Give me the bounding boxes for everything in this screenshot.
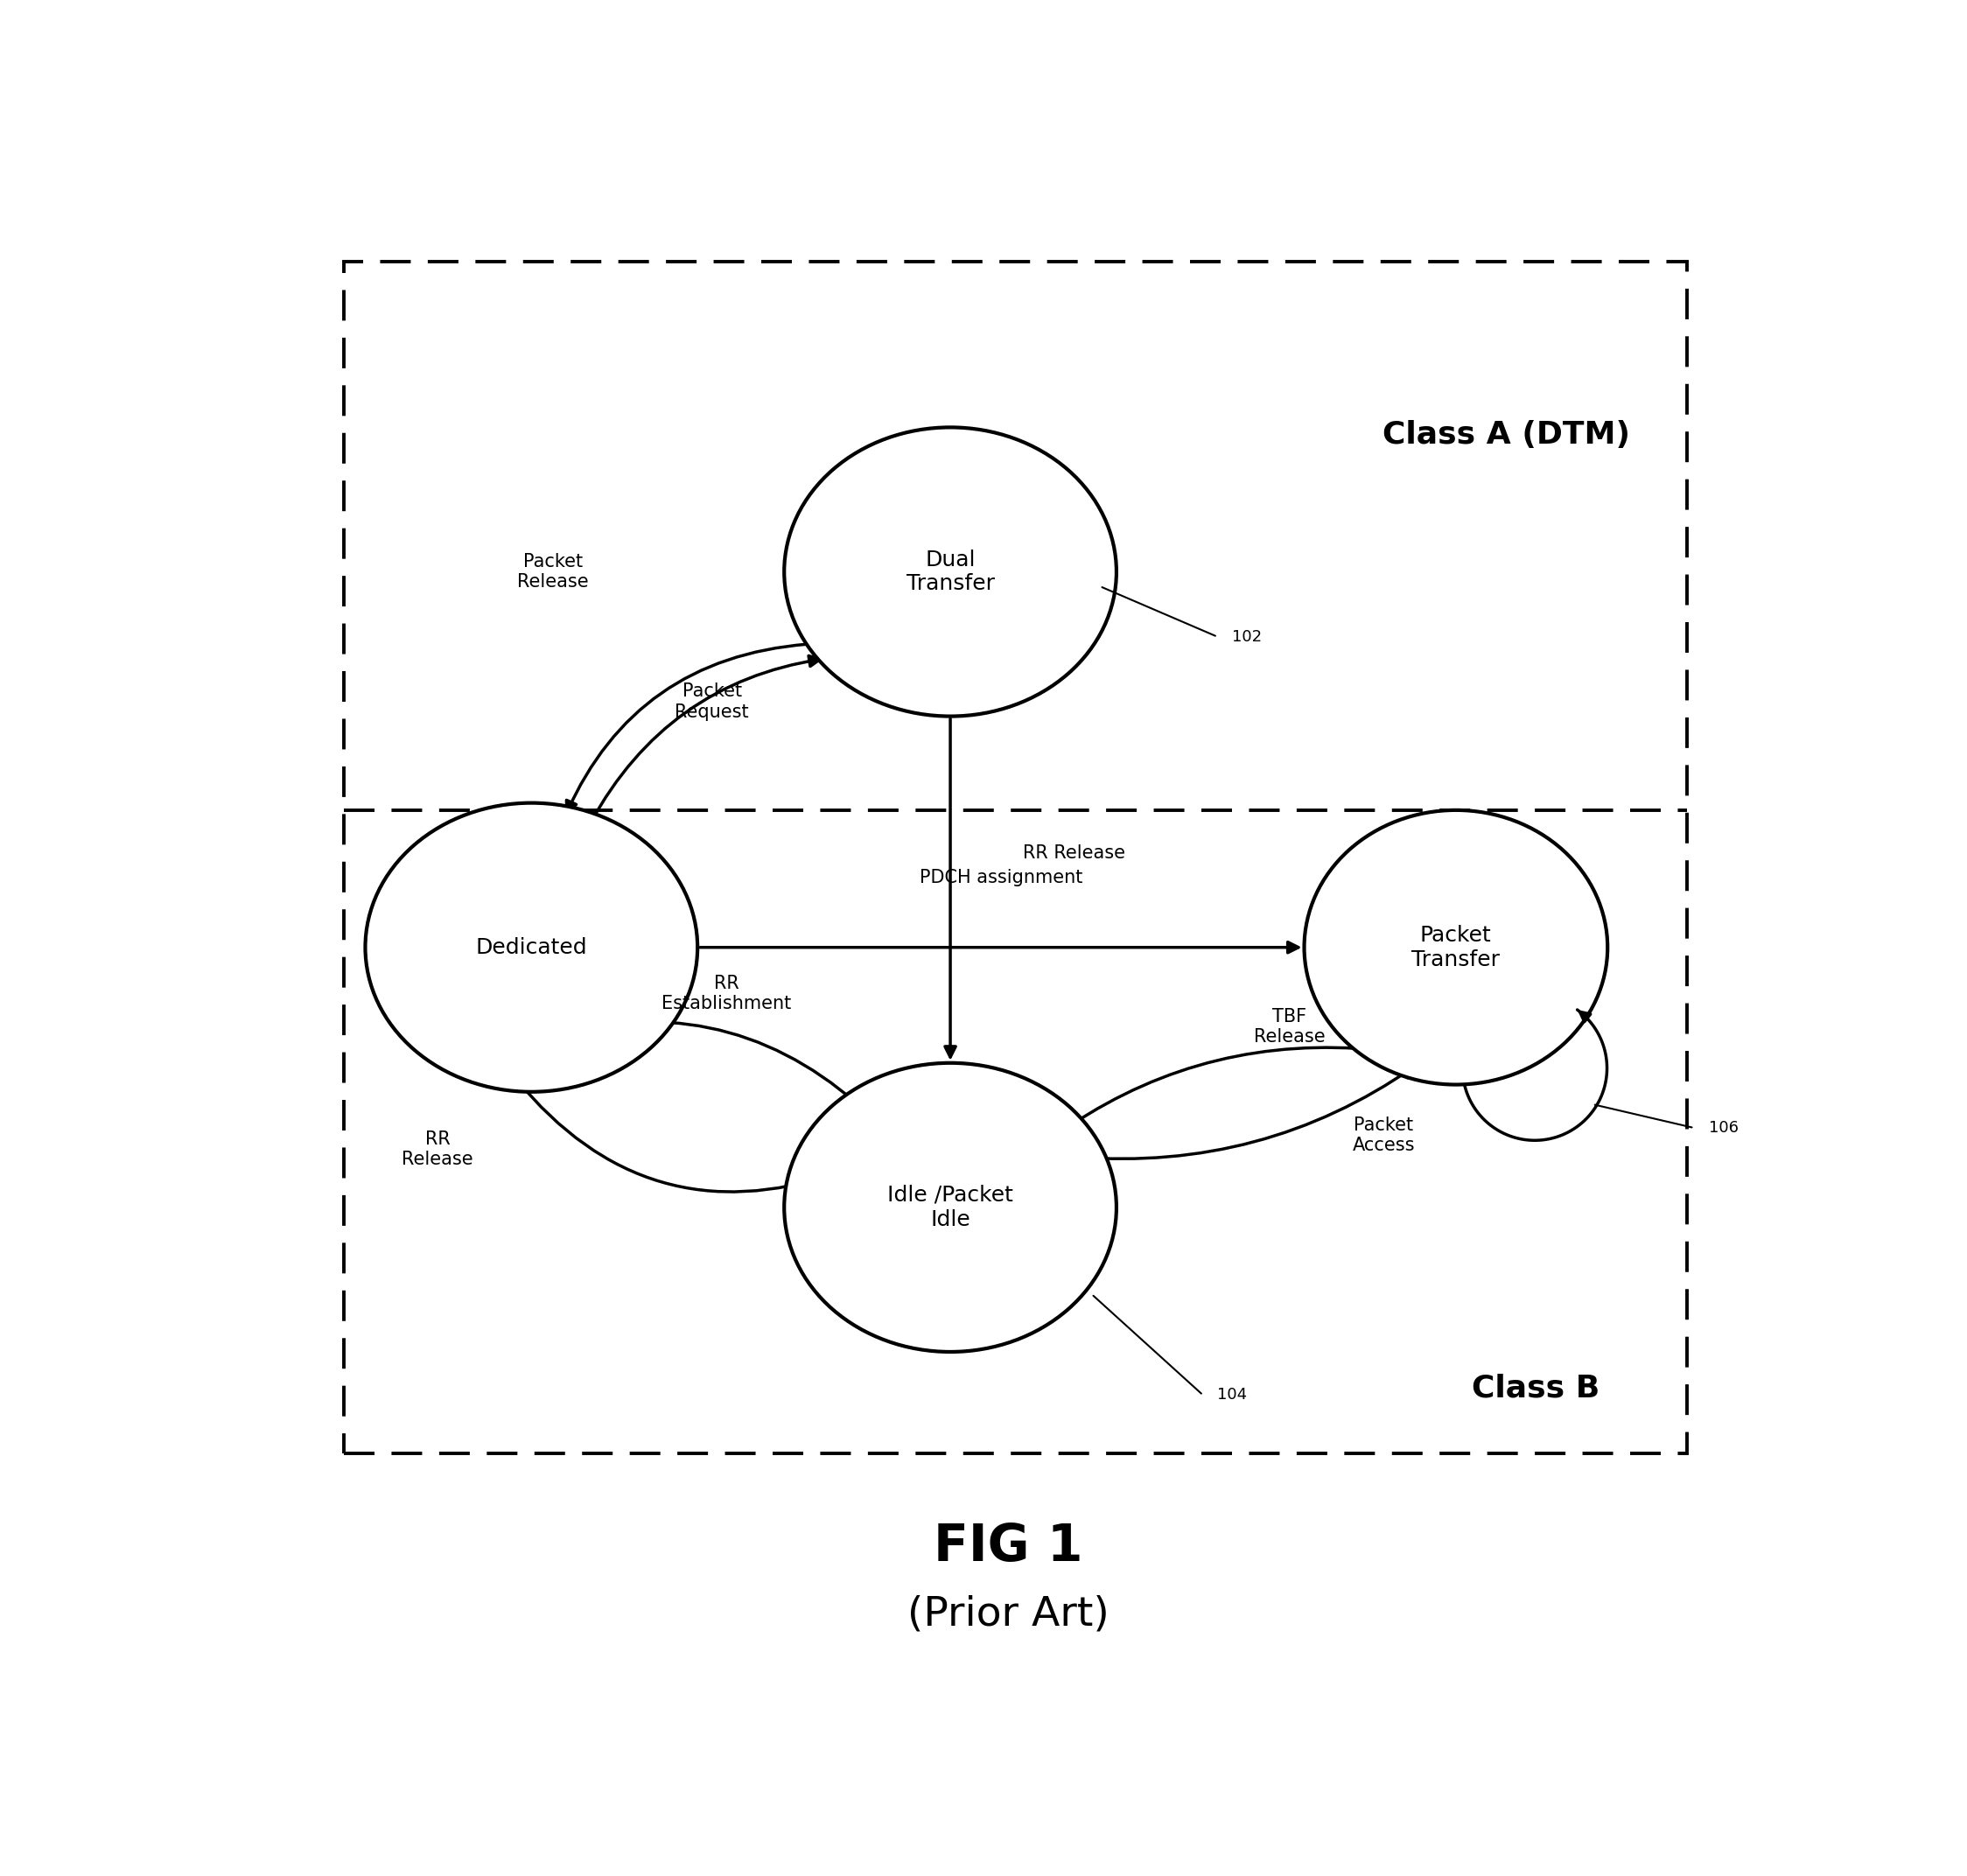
FancyArrowPatch shape	[1072, 1047, 1377, 1126]
Text: RR
Establishment: RR Establishment	[661, 976, 791, 1013]
Text: TBF
Release: TBF Release	[1255, 1007, 1326, 1045]
FancyArrowPatch shape	[590, 657, 820, 822]
Bar	[344, 261, 1688, 1452]
Text: RR Release: RR Release	[1023, 844, 1125, 863]
Ellipse shape	[785, 428, 1117, 717]
Text: 106: 106	[1709, 1120, 1739, 1135]
Ellipse shape	[785, 1064, 1117, 1353]
Text: Packet
Request: Packet Request	[675, 683, 749, 720]
Text: RR
Release: RR Release	[401, 1131, 474, 1169]
Text: 102: 102	[1231, 628, 1263, 645]
FancyArrowPatch shape	[944, 719, 956, 1056]
Text: 104: 104	[1218, 1388, 1247, 1403]
Text: Packet
Access: Packet Access	[1353, 1116, 1414, 1154]
Ellipse shape	[366, 803, 698, 1092]
Text: Class A (DTM): Class A (DTM)	[1383, 420, 1631, 450]
Text: FIG 1: FIG 1	[934, 1521, 1082, 1572]
FancyArrowPatch shape	[566, 643, 806, 812]
Text: Idle /Packet
Idle: Idle /Packet Idle	[887, 1186, 1013, 1231]
Text: Dedicated: Dedicated	[476, 936, 588, 959]
Text: Dual
Transfer: Dual Transfer	[907, 550, 995, 595]
FancyArrowPatch shape	[700, 942, 1298, 953]
Ellipse shape	[1304, 810, 1607, 1084]
Text: Class B: Class B	[1471, 1373, 1599, 1403]
FancyArrowPatch shape	[563, 1022, 873, 1118]
Text: Packet
Transfer: Packet Transfer	[1412, 925, 1501, 970]
Text: PDCH assignment: PDCH assignment	[919, 869, 1082, 887]
Text: Packet
Release: Packet Release	[517, 553, 588, 591]
FancyArrowPatch shape	[1078, 1067, 1412, 1159]
Text: (Prior Art): (Prior Art)	[907, 1595, 1109, 1634]
FancyArrowPatch shape	[515, 1079, 836, 1191]
